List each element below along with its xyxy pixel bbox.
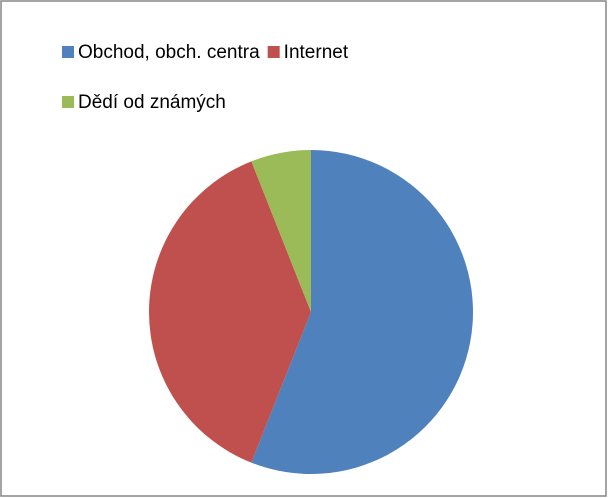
legend-label: Dědí od známých (78, 92, 226, 113)
legend-swatch (62, 46, 74, 58)
legend-label: Obchod, obch. centra (78, 42, 260, 63)
legend-swatch (62, 96, 74, 108)
pie-slice (251, 150, 474, 474)
pie-slice (149, 161, 311, 463)
pie-slice (251, 150, 311, 312)
legend-label: Internet (284, 42, 349, 63)
legend-swatch (267, 46, 280, 58)
